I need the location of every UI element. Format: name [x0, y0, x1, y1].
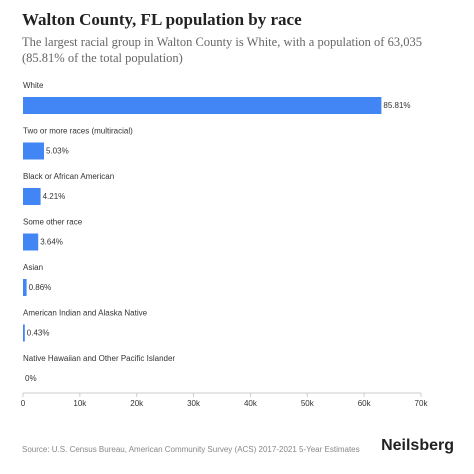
value-label: 0%: [25, 374, 37, 383]
x-tick-label: 30k: [187, 399, 201, 408]
value-label: 0.86%: [29, 283, 52, 292]
bar: [23, 97, 382, 114]
value-label: 4.21%: [43, 192, 66, 201]
bar: [23, 324, 25, 342]
value-label: 5.03%: [46, 147, 69, 156]
value-label: 3.64%: [40, 238, 63, 247]
bar: [23, 279, 27, 296]
x-tick-label: 0: [21, 399, 26, 408]
x-tick-label: 10k: [73, 399, 87, 408]
x-tick-label: 60k: [358, 399, 372, 408]
category-label: Two or more races (multiracial): [23, 127, 133, 136]
bar: [23, 233, 39, 251]
x-tick-label: 40k: [244, 399, 258, 408]
value-label: 85.81%: [383, 101, 410, 110]
value-label: 0.43%: [27, 329, 50, 338]
brand-logo: Neilsberg: [381, 437, 454, 454]
category-label: American Indian and Alaska Native: [23, 309, 148, 318]
bar: [23, 142, 45, 160]
category-label: Some other race: [23, 218, 83, 227]
chart-subtitle: The largest racial group in Walton Count…: [22, 35, 422, 65]
category-label: Native Hawaiian and Other Pacific Island…: [23, 354, 175, 363]
x-tick-label: 70k: [415, 399, 429, 408]
x-tick-label: 20k: [130, 399, 144, 408]
bar: [23, 188, 41, 205]
x-tick-label: 50k: [301, 399, 315, 408]
category-label: White: [23, 81, 44, 90]
category-label: Asian: [23, 263, 43, 272]
chart-title: Walton County, FL population by race: [22, 10, 302, 29]
source-note: Source: U.S. Census Bureau, American Com…: [22, 445, 360, 454]
category-label: Black or African American: [23, 172, 114, 181]
